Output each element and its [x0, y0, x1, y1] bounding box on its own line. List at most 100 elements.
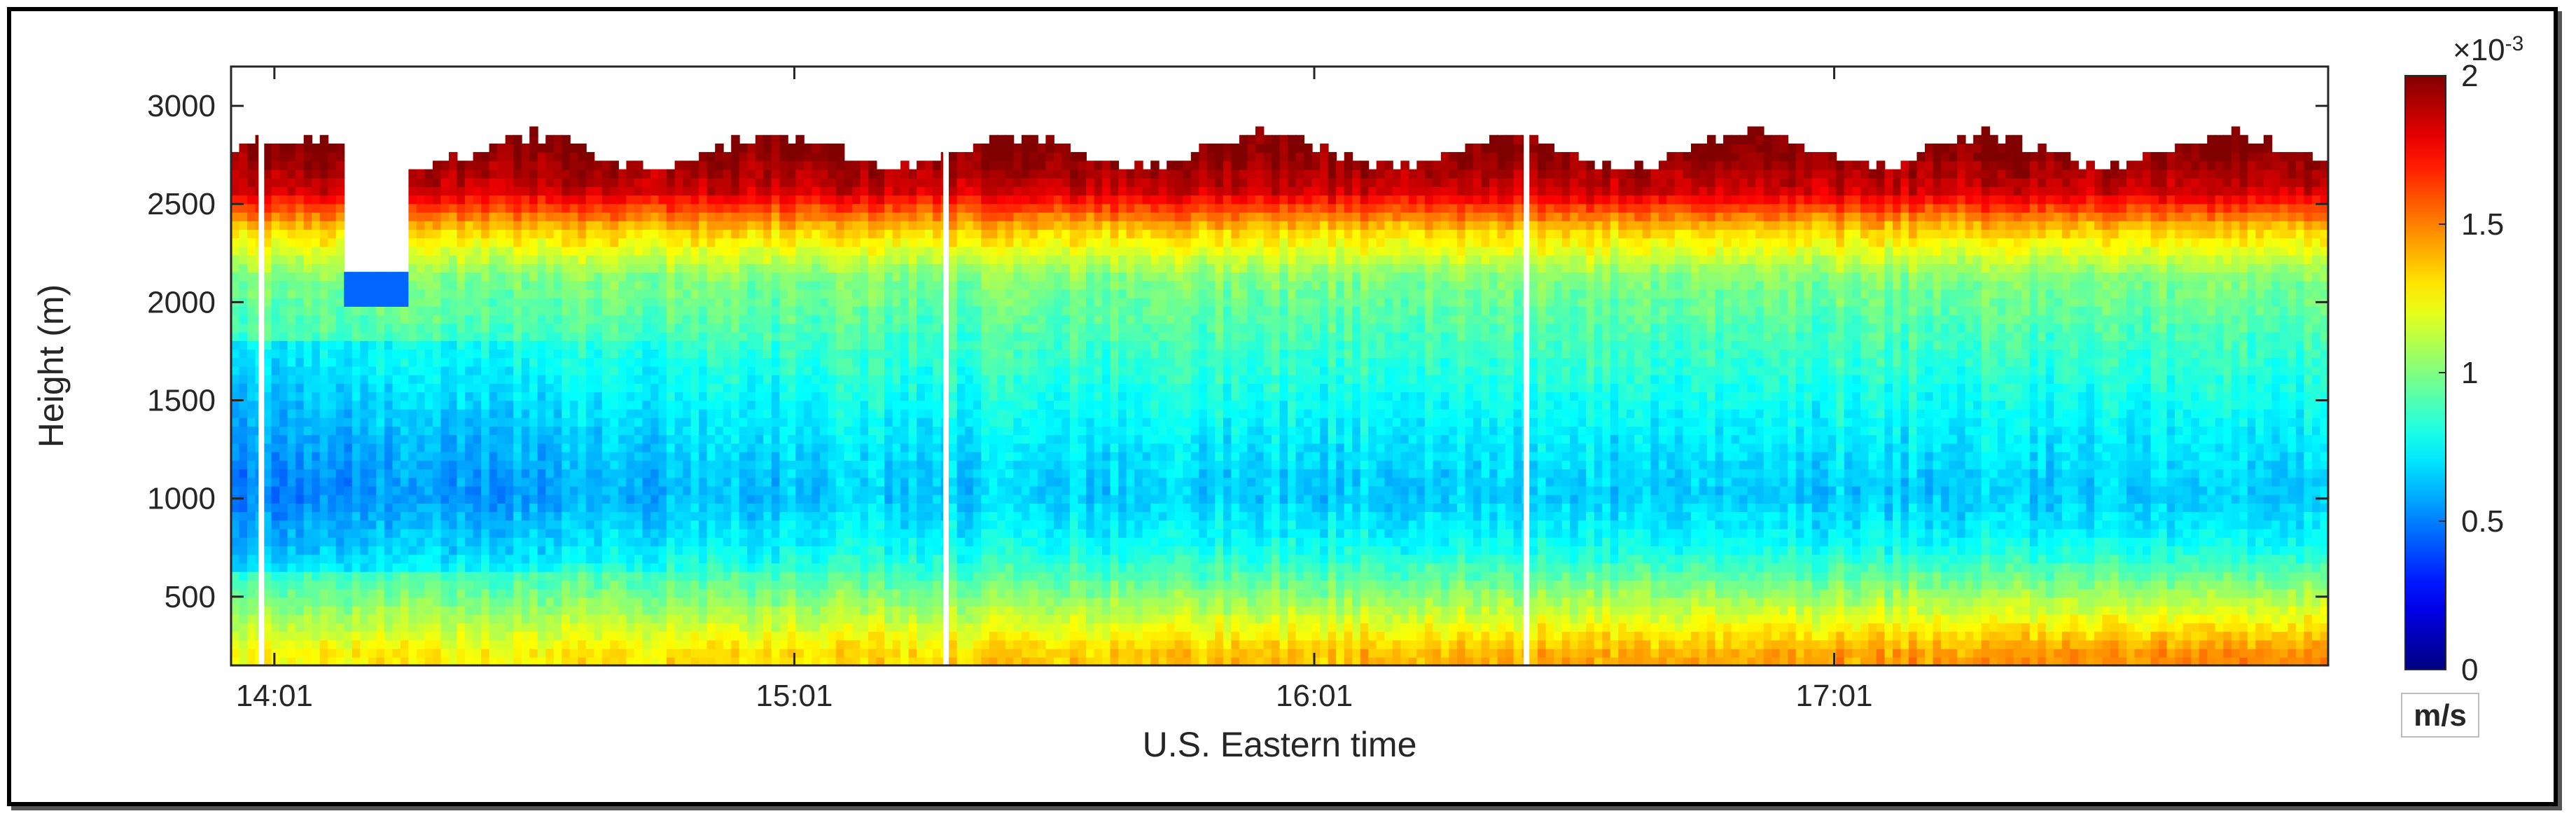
heatmap-cell	[239, 143, 248, 153]
heatmap-cell	[747, 656, 756, 665]
heatmap-cell	[900, 203, 910, 213]
heatmap-cell	[416, 494, 426, 504]
heatmap-cell	[521, 400, 531, 410]
heatmap-cell	[723, 579, 732, 590]
heatmap-cell	[892, 426, 902, 436]
heatmap-cell	[416, 263, 426, 273]
heatmap-cell	[303, 152, 313, 162]
heatmap-cell	[594, 408, 603, 418]
heatmap-cell	[279, 212, 288, 221]
heatmap-cell	[578, 469, 587, 478]
heatmap-cell	[715, 579, 724, 590]
heatmap-cell	[852, 272, 861, 282]
heatmap-cell	[667, 289, 676, 298]
heatmap-cell	[449, 323, 458, 333]
heatmap-cell	[876, 469, 885, 478]
heatmap-cell	[247, 579, 256, 590]
heatmap-cell	[562, 622, 571, 632]
heatmap-cell	[690, 417, 700, 427]
heatmap-cell	[505, 528, 515, 538]
heatmap-cell	[690, 597, 700, 607]
heatmap-cell	[618, 631, 627, 641]
heatmap-cell	[505, 382, 515, 393]
heatmap-cell	[529, 588, 538, 598]
heatmap-cell	[433, 195, 442, 205]
heatmap-cell	[247, 408, 256, 418]
heatmap-cell	[489, 203, 499, 213]
heatmap-cell	[812, 605, 821, 615]
heatmap-cell	[715, 571, 724, 581]
heatmap-cell	[723, 331, 732, 341]
heatmap-cell	[715, 631, 724, 641]
heatmap-cell	[835, 366, 845, 375]
heatmap-cell	[779, 426, 788, 436]
heatmap-cell	[449, 537, 458, 546]
heatmap-cell	[295, 400, 305, 410]
heatmap-cell	[553, 263, 563, 273]
heatmap-cell	[771, 237, 781, 247]
heatmap-cell	[360, 562, 369, 572]
heatmap-cell	[868, 246, 877, 256]
heatmap-cell	[521, 648, 531, 658]
heatmap-cell	[739, 297, 749, 307]
heatmap-cell	[449, 554, 458, 564]
heatmap-cell	[312, 263, 321, 273]
heatmap-cell	[650, 203, 660, 213]
heatmap-cell	[715, 254, 724, 264]
heatmap-cell	[247, 195, 256, 205]
heatmap-cell	[747, 426, 756, 436]
heatmap-cell	[610, 366, 619, 375]
heatmap-cell	[553, 622, 563, 632]
heatmap-cell	[497, 588, 506, 598]
heatmap-cell	[457, 289, 466, 298]
heatmap-cell	[723, 400, 732, 410]
heatmap-cell	[763, 631, 772, 641]
heatmap-cell	[319, 562, 329, 572]
heatmap-cell	[715, 143, 724, 153]
heatmap-cell	[569, 639, 579, 649]
heatmap-cell	[569, 597, 579, 607]
heatmap-cell	[690, 605, 700, 615]
heatmap-cell	[585, 614, 595, 623]
heatmap-cell	[569, 426, 579, 436]
heatmap-cell	[755, 314, 765, 324]
heatmap-cell	[844, 220, 853, 230]
heatmap-cell	[319, 579, 329, 590]
heatmap-cell	[449, 306, 458, 316]
heatmap-cell	[900, 212, 910, 221]
heatmap-cell	[618, 494, 627, 504]
heatmap-cell	[553, 520, 563, 530]
heatmap-cell	[521, 597, 531, 607]
heatmap-cell	[473, 280, 482, 290]
heatmap-cell	[578, 426, 587, 436]
heatmap-cell	[545, 212, 555, 221]
heatmap-cell	[594, 306, 603, 316]
heatmap-cell	[650, 272, 660, 282]
heatmap-cell	[344, 272, 353, 282]
heatmap-cell	[844, 340, 853, 350]
heatmap-cell	[247, 597, 256, 607]
heatmap-cell	[537, 357, 547, 367]
heatmap-cell	[812, 579, 821, 590]
heatmap-cell	[706, 374, 716, 384]
heatmap-cell	[465, 571, 474, 581]
heatmap-cell	[279, 614, 288, 623]
heatmap-cell	[335, 434, 345, 444]
heatmap-cell	[618, 502, 627, 513]
heatmap-cell	[860, 502, 869, 513]
heatmap-cell	[585, 502, 595, 513]
heatmap-cell	[400, 562, 410, 572]
heatmap-cell	[513, 272, 522, 282]
heatmap-cell	[699, 571, 708, 581]
heatmap-cell	[489, 451, 499, 461]
heatmap-cell	[618, 246, 627, 256]
heatmap-cell	[457, 485, 466, 495]
heatmap-cell	[747, 246, 756, 256]
heatmap-cell	[755, 656, 765, 665]
heatmap-cell	[344, 485, 353, 495]
heatmap-cell	[263, 511, 272, 521]
heatmap-cell	[433, 254, 442, 264]
heatmap-cell	[312, 546, 321, 555]
heatmap-cell	[416, 392, 426, 401]
heatmap-cell	[392, 639, 401, 649]
